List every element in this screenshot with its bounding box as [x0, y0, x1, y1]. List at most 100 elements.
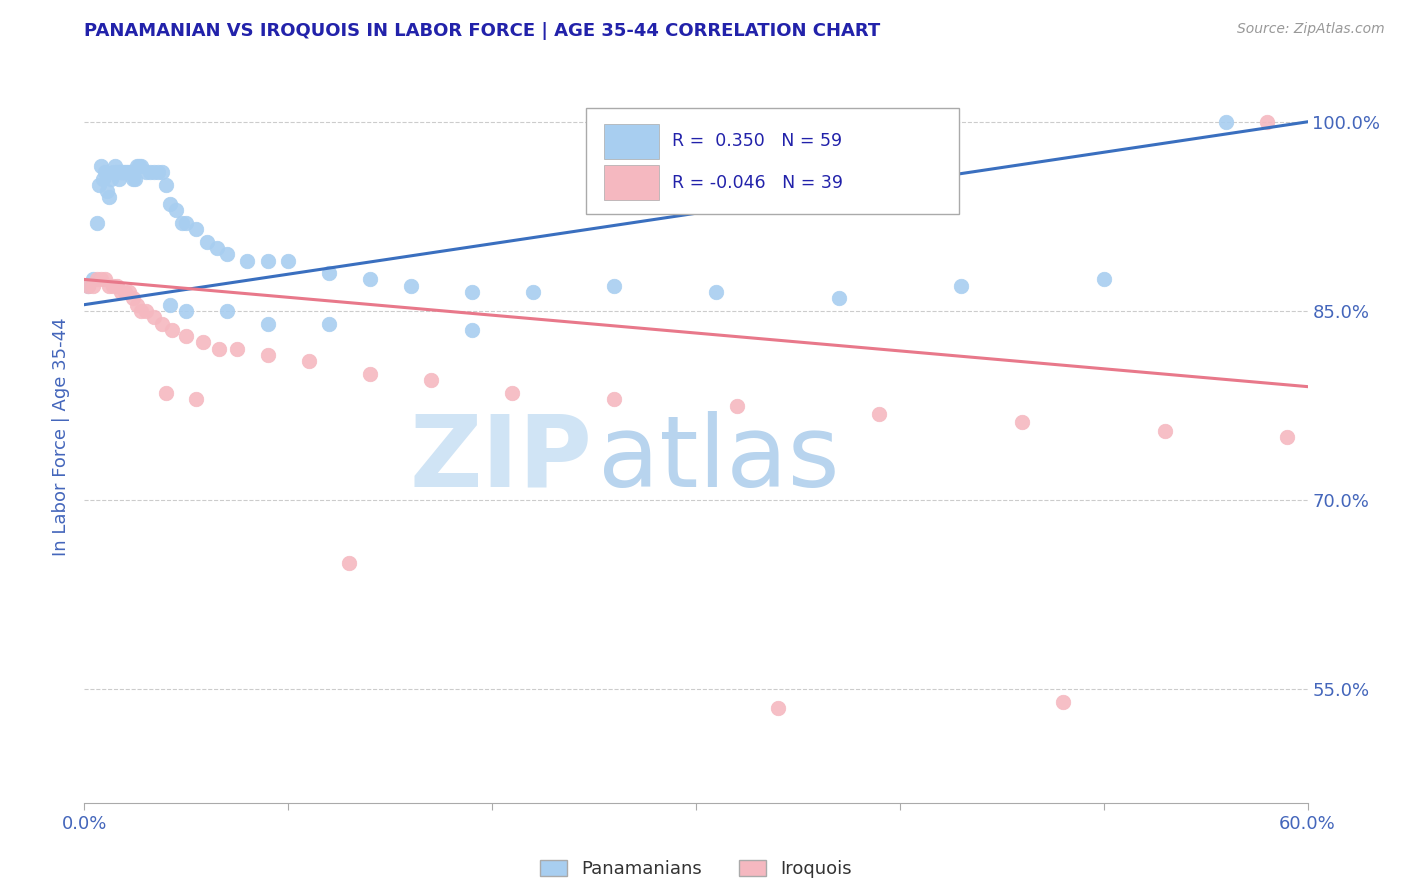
Point — [124, 171, 146, 186]
Point — [165, 203, 187, 218]
Point — [298, 354, 321, 368]
Point — [257, 348, 280, 362]
Point — [97, 278, 120, 293]
Point — [176, 329, 198, 343]
Y-axis label: In Labor Force | Age 35-44: In Labor Force | Age 35-44 — [52, 318, 70, 557]
Point — [93, 165, 117, 179]
Point — [105, 165, 128, 179]
FancyBboxPatch shape — [605, 124, 659, 159]
Legend: Panamanians, Iroquois: Panamanians, Iroquois — [540, 860, 852, 878]
Point — [77, 278, 100, 293]
Point — [82, 272, 104, 286]
Text: atlas: atlas — [598, 410, 839, 508]
Point — [127, 159, 149, 173]
Point — [1256, 115, 1278, 129]
Point — [318, 266, 340, 280]
Point — [1092, 272, 1115, 286]
Point — [461, 285, 484, 299]
Point — [159, 298, 181, 312]
Point — [522, 285, 544, 299]
Point — [217, 304, 239, 318]
Point — [205, 241, 228, 255]
Point — [172, 216, 194, 230]
Point — [114, 165, 136, 179]
Point — [160, 323, 183, 337]
Point — [114, 285, 136, 299]
Point — [399, 278, 422, 293]
Point — [1277, 430, 1299, 444]
Point — [1215, 115, 1237, 129]
Point — [118, 165, 141, 179]
Point — [131, 304, 153, 318]
Point — [131, 159, 153, 173]
Point — [138, 165, 160, 179]
Point — [97, 190, 120, 204]
Point — [142, 310, 165, 325]
Point — [186, 392, 208, 407]
Point — [86, 272, 108, 286]
Point — [950, 278, 973, 293]
Point — [86, 216, 108, 230]
Point — [127, 298, 149, 312]
Point — [1052, 695, 1074, 709]
Point — [135, 304, 157, 318]
Point — [128, 159, 150, 173]
Point — [706, 285, 728, 299]
Point — [96, 184, 118, 198]
Point — [105, 278, 128, 293]
Point — [502, 386, 524, 401]
Point — [318, 317, 340, 331]
Point — [277, 253, 299, 268]
Point — [122, 291, 145, 305]
Point — [104, 159, 127, 173]
Point — [118, 285, 141, 299]
Point — [91, 171, 114, 186]
Point — [110, 165, 132, 179]
Point — [135, 165, 157, 179]
Text: R =  0.350   N = 59: R = 0.350 N = 59 — [672, 132, 842, 150]
Point — [176, 216, 198, 230]
Point — [257, 317, 280, 331]
FancyBboxPatch shape — [605, 165, 659, 200]
Point — [112, 165, 135, 179]
Point — [359, 367, 381, 381]
Point — [82, 278, 104, 293]
Point — [725, 399, 748, 413]
Point — [90, 159, 112, 173]
Text: Source: ZipAtlas.com: Source: ZipAtlas.com — [1237, 22, 1385, 37]
Point — [155, 178, 177, 192]
Point — [150, 165, 173, 179]
Point — [420, 373, 443, 387]
Point — [77, 278, 100, 293]
Point — [208, 342, 231, 356]
Point — [226, 342, 249, 356]
Point — [115, 165, 138, 179]
Point — [122, 171, 145, 186]
Point — [1154, 424, 1177, 438]
Point — [191, 335, 214, 350]
Point — [93, 272, 117, 286]
Point — [461, 323, 484, 337]
Point — [142, 165, 165, 179]
Point — [339, 556, 361, 570]
Point — [1011, 415, 1033, 429]
Point — [87, 178, 110, 192]
Point — [101, 278, 124, 293]
Point — [359, 272, 381, 286]
Text: PANAMANIAN VS IROQUOIS IN LABOR FORCE | AGE 35-44 CORRELATION CHART: PANAMANIAN VS IROQUOIS IN LABOR FORCE | … — [84, 22, 880, 40]
Point — [108, 171, 131, 186]
Point — [186, 222, 208, 236]
Point — [195, 235, 218, 249]
Text: ZIP: ZIP — [409, 410, 592, 508]
Point — [217, 247, 239, 261]
Point — [155, 386, 177, 401]
Point — [257, 253, 280, 268]
Point — [146, 165, 169, 179]
Point — [828, 291, 851, 305]
Point — [236, 253, 259, 268]
Point — [159, 196, 181, 211]
Point — [110, 285, 132, 299]
Text: R = -0.046   N = 39: R = -0.046 N = 39 — [672, 174, 842, 192]
Point — [603, 278, 626, 293]
Point — [603, 392, 626, 407]
